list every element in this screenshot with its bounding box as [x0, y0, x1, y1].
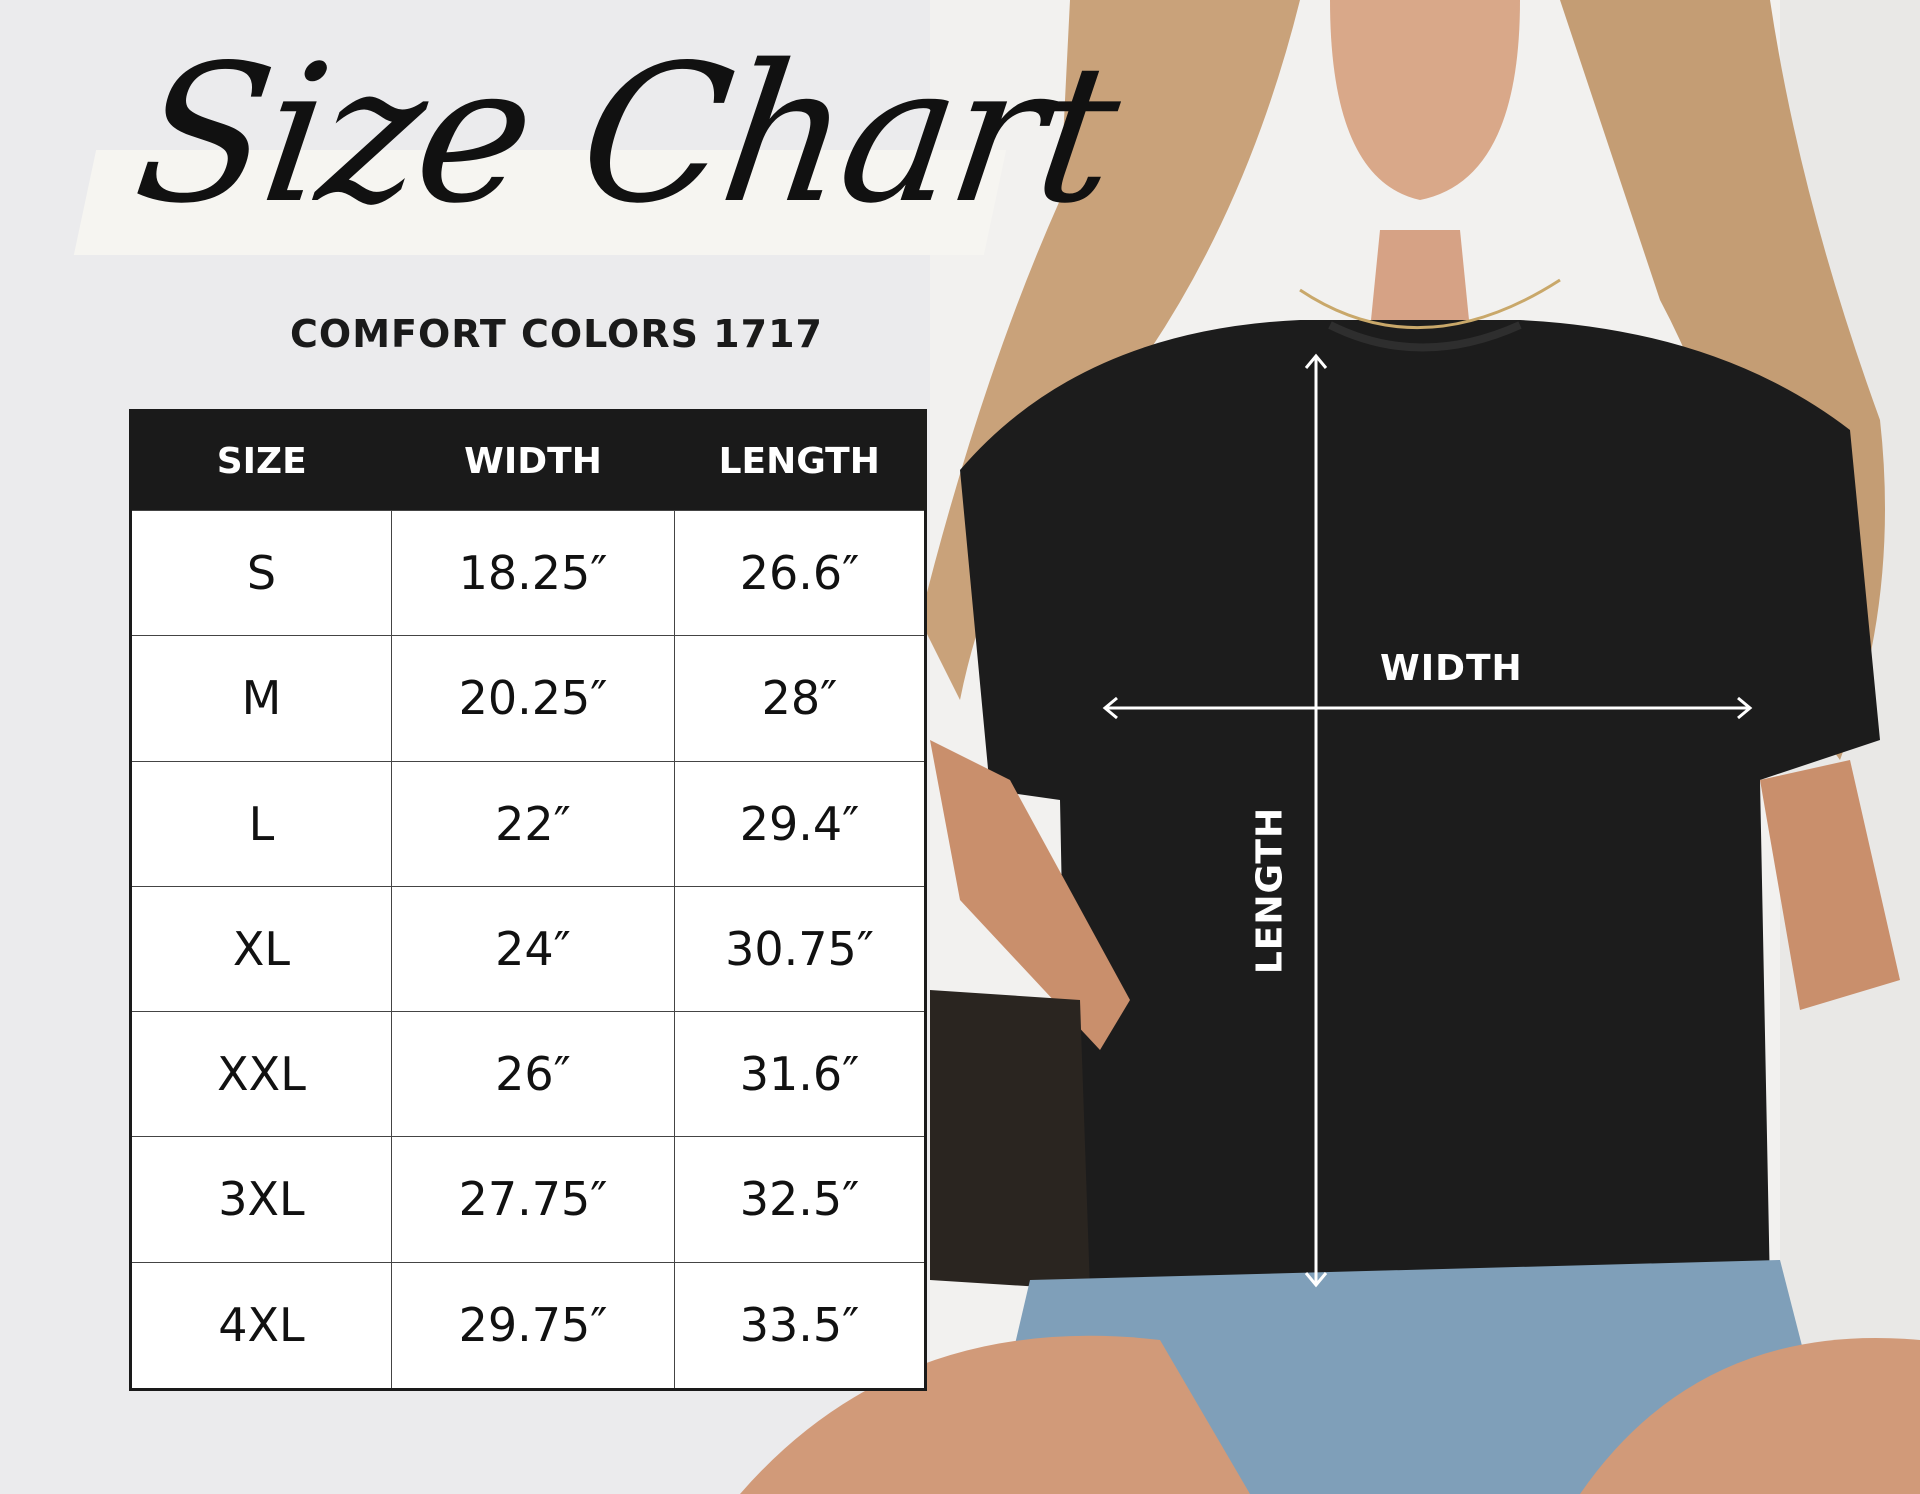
- col-size: SIZE: [130, 410, 392, 511]
- cell-width: 22″: [391, 760, 675, 887]
- cell-width: 20.25″: [391, 635, 675, 762]
- size-table: SIZE WIDTH LENGTH S 18.25″ 26.6″ M 20.25″ 28″…: [129, 409, 927, 1391]
- table-row: 3XL 27.75″ 32.5″: [130, 1136, 926, 1263]
- cell-length: 33.5″: [674, 1261, 926, 1390]
- cell-length: 29.4″: [674, 760, 926, 887]
- table-row: XL 24″ 30.75″: [130, 885, 926, 1013]
- cell-length: 32.5″: [674, 1136, 926, 1263]
- cell-width: 18.25″: [391, 509, 675, 637]
- cell-width: 27.75″: [391, 1136, 675, 1263]
- cell-size: XL: [130, 885, 392, 1013]
- page-title: Size Chart: [124, 24, 1128, 245]
- t-shirt: [960, 320, 1880, 1300]
- cell-size: XXL: [130, 1010, 392, 1138]
- table-row: XXL 26″ 31.6″: [130, 1010, 926, 1138]
- col-width: WIDTH: [391, 410, 675, 511]
- table-header: SIZE WIDTH LENGTH: [130, 410, 926, 511]
- table-row: M 20.25″ 28″: [130, 635, 926, 762]
- cell-length: 31.6″: [674, 1010, 926, 1138]
- table-row: L 22″ 29.4″: [130, 760, 926, 887]
- cell-size: L: [130, 760, 392, 887]
- cell-width: 24″: [391, 885, 675, 1013]
- cell-width: 26″: [391, 1010, 675, 1138]
- length-label: LENGTH: [1249, 806, 1291, 975]
- cell-length: 28″: [674, 635, 926, 762]
- width-label: WIDTH: [1380, 648, 1523, 689]
- col-length: LENGTH: [674, 410, 926, 511]
- cell-size: 3XL: [130, 1136, 392, 1263]
- cell-length: 30.75″: [674, 885, 926, 1013]
- cell-size: S: [130, 509, 392, 637]
- table-row: S 18.25″ 26.6″: [130, 509, 926, 637]
- width-arrow: [1102, 696, 1753, 720]
- cell-size: 4XL: [130, 1261, 392, 1390]
- product-subtitle: COMFORT COLORS 1717: [290, 312, 823, 356]
- table-row: 4XL 29.75″ 33.5″: [130, 1261, 926, 1390]
- cell-size: M: [130, 635, 392, 762]
- cell-width: 29.75″: [391, 1261, 675, 1390]
- cell-length: 26.6″: [674, 509, 926, 637]
- length-arrow: [1304, 353, 1328, 1288]
